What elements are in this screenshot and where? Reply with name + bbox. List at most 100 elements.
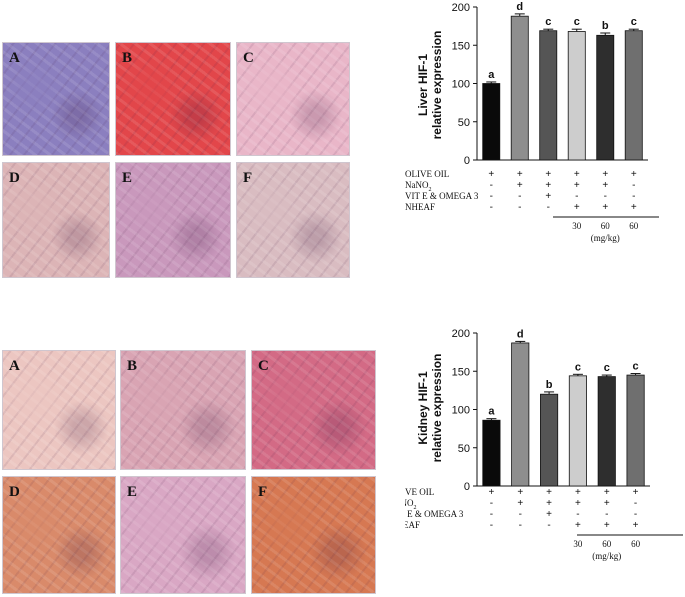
liver-condition-sign: - <box>604 191 607 202</box>
kidney-bar <box>540 393 559 487</box>
kidney-condition-sign: - <box>547 520 550 531</box>
liver-bar <box>567 31 586 161</box>
panel-label: F <box>258 484 268 500</box>
liver-y-tick-label: 100 <box>452 79 470 91</box>
kidney-condition-sign: + <box>575 520 581 531</box>
kidney-ylabel-line1: Kidney HIF-1 <box>416 371 430 445</box>
liver-significance-letter: c <box>631 16 637 28</box>
liver-significance-letter: a <box>488 69 495 81</box>
liver-condition-sign: + <box>574 202 580 213</box>
kidney-significance-letter: a <box>488 406 495 418</box>
kidney-dose-label: 60 <box>631 539 641 549</box>
kidney-significance-letter: c <box>575 361 581 373</box>
kidney-y-tick-label: 200 <box>452 328 470 340</box>
liver-condition-label: NaNO2 <box>405 180 432 193</box>
kidney-condition-label: NaNO2 <box>405 498 417 511</box>
kidney-significance-letter: d <box>517 328 524 340</box>
liver-significance-letter: d <box>516 1 523 13</box>
liver-y-tick-label: 150 <box>452 40 470 52</box>
kidney-condition-sign: - <box>490 498 493 509</box>
kidney-dose-unit: (mg/kg) <box>592 551 621 561</box>
kidney-condition-sign: - <box>634 509 637 520</box>
liver-bar <box>482 83 501 161</box>
liver-ylabel-line2: relative expression <box>430 31 444 140</box>
liver-condition-sign: + <box>631 169 637 180</box>
kidney-panel-e: E <box>120 476 246 594</box>
kidney-significance-letter: c <box>604 362 610 374</box>
kidney-condition-sign: - <box>519 509 522 520</box>
kidney-condition-sign: + <box>517 487 523 498</box>
liver-y-tick-label: 0 <box>464 155 470 167</box>
kidney-y-tick-label: 50 <box>458 443 470 455</box>
kidney-panel-d: D <box>2 476 116 594</box>
panel-label: F <box>243 170 253 186</box>
kidney-condition-sign: - <box>490 509 493 520</box>
liver-condition-sign: - <box>547 202 550 213</box>
liver-condition-label: VIT E & OMEGA 3 <box>405 191 479 201</box>
kidney-condition-sign: + <box>488 487 494 498</box>
kidney-bar <box>568 375 587 487</box>
panel-label: B <box>122 50 133 66</box>
liver-condition-sign: + <box>602 202 608 213</box>
liver-panel-c: C <box>236 42 350 156</box>
kidney-y-tick-label: 100 <box>452 405 470 417</box>
liver-condition-sign: + <box>517 169 523 180</box>
liver-condition-sign: - <box>575 191 578 202</box>
liver-condition-sign: + <box>545 180 551 191</box>
kidney-condition-sign: - <box>605 509 608 520</box>
kidney-condition-label: NHEAF <box>405 520 420 530</box>
liver-condition-sign: - <box>490 191 493 202</box>
liver-bar <box>624 30 643 161</box>
panel-label: A <box>9 358 20 374</box>
kidney-condition-label: OLIVE OIL <box>405 487 434 497</box>
liver-bar <box>510 15 529 161</box>
liver-condition-sign: - <box>632 191 635 202</box>
liver-condition-sign: + <box>545 169 551 180</box>
kidney-panel-b: B <box>120 350 246 470</box>
liver-dose-unit: (mg/kg) <box>591 233 620 243</box>
liver-condition-sign: + <box>631 202 637 213</box>
liver-bar <box>539 30 558 161</box>
panel-label: D <box>9 170 20 186</box>
kidney-condition-sign: - <box>634 498 637 509</box>
kidney-condition-sign: + <box>546 509 552 520</box>
panel-label: A <box>9 50 20 66</box>
kidney-bar <box>511 342 530 487</box>
kidney-significance-letter: c <box>633 361 639 373</box>
kidney-condition-sign: + <box>604 498 610 509</box>
kidney-panel-f: F <box>251 476 376 594</box>
kidney-dose-label: 30 <box>573 539 583 549</box>
liver-dose-label: 30 <box>572 221 582 231</box>
kidney-condition-sign: + <box>633 520 639 531</box>
panel-label: C <box>258 358 269 374</box>
kidney-condition-sign: + <box>604 487 610 498</box>
liver-condition-sign: + <box>574 180 580 191</box>
kidney-condition-sign: + <box>546 487 552 498</box>
panel-label: E <box>127 484 138 500</box>
liver-condition-sign: + <box>602 169 608 180</box>
liver-condition-label: OLIVE OIL <box>405 169 449 179</box>
liver-panel-b: B <box>115 42 231 156</box>
liver-condition-sign: + <box>602 180 608 191</box>
liver-condition-label: NHEAF <box>405 202 435 212</box>
liver-dose-label: 60 <box>629 221 639 231</box>
liver-significance-letter: b <box>602 20 609 32</box>
kidney-condition-sign: + <box>517 498 523 509</box>
liver-condition-sign: + <box>545 191 551 202</box>
kidney-y-tick-label: 0 <box>464 481 470 493</box>
kidney-condition-sign: - <box>576 509 579 520</box>
liver-dose-label: 60 <box>601 221 611 231</box>
liver-ylabel-line1: Liver HIF-1 <box>416 54 430 116</box>
kidney-condition-sign: + <box>575 498 581 509</box>
panel-label: D <box>9 484 20 500</box>
kidney-condition-sign: + <box>633 487 639 498</box>
liver-bar <box>596 34 615 161</box>
kidney-bar <box>482 419 501 487</box>
kidney-y-tick-label: 150 <box>452 366 470 378</box>
liver-y-tick-label: 50 <box>458 117 470 129</box>
kidney-condition-sign: + <box>546 498 552 509</box>
liver-condition-sign: + <box>488 169 494 180</box>
liver-y-tick-label: 200 <box>452 2 470 14</box>
liver-significance-letter: c <box>545 16 551 28</box>
kidney-condition-sign: + <box>575 487 581 498</box>
